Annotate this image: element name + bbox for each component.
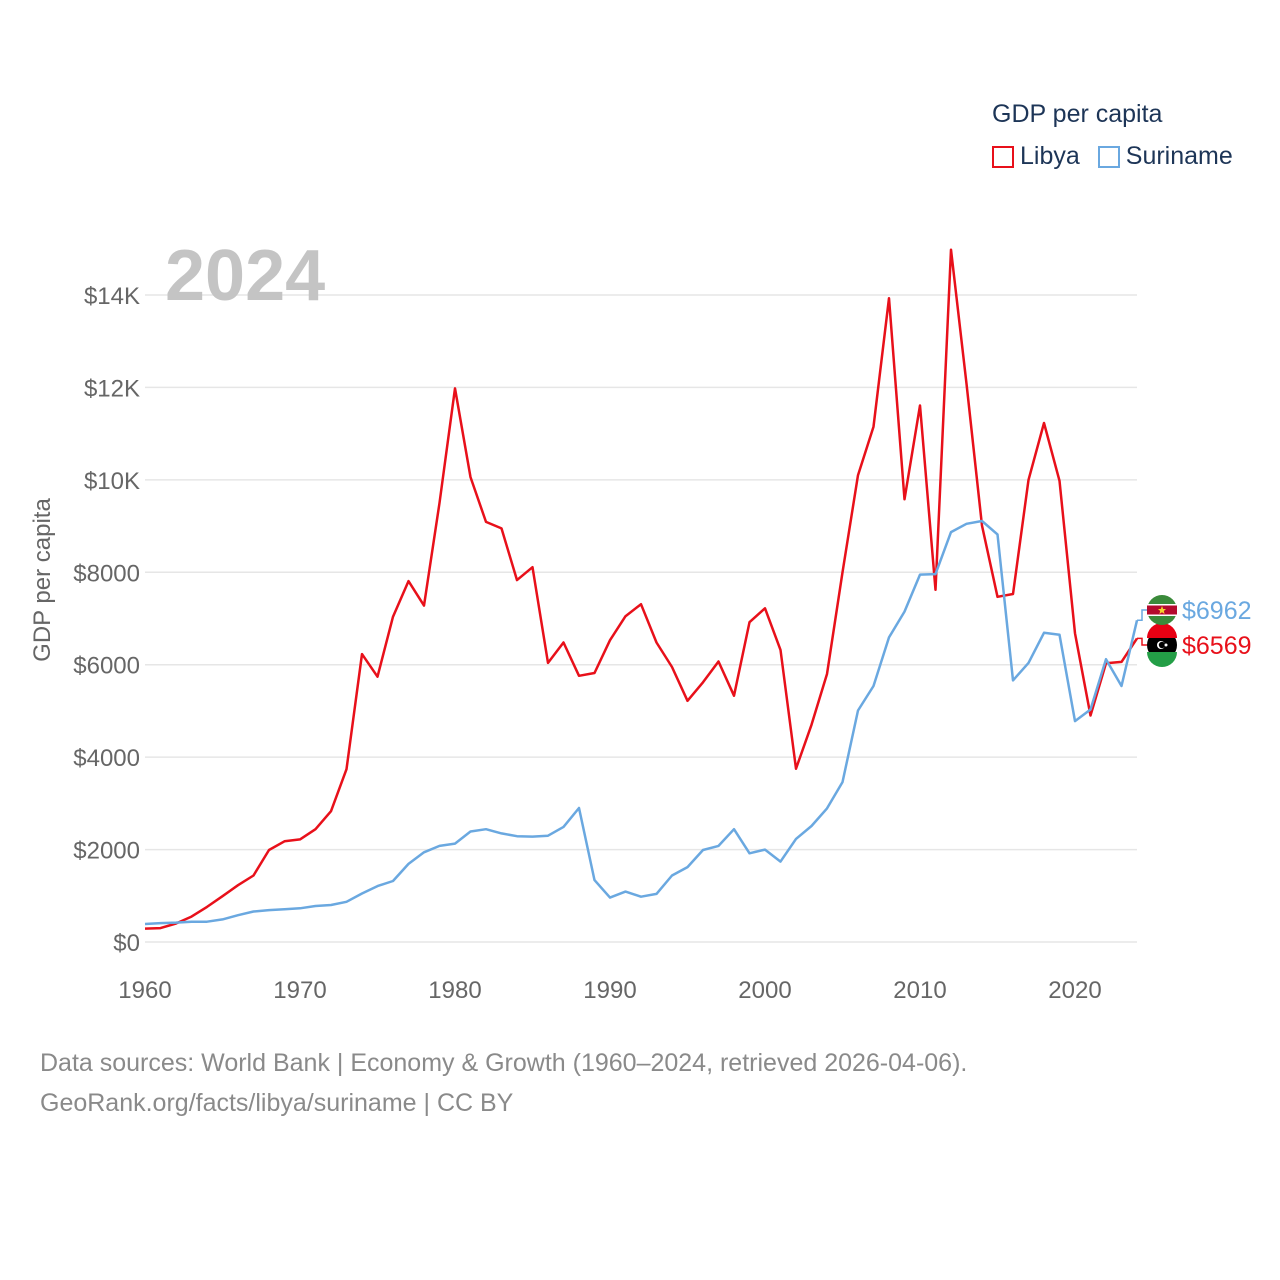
y-tick-label: $10K <box>84 468 140 495</box>
series-line-libya <box>144 248 1139 930</box>
y-tick-label: $2000 <box>73 838 140 865</box>
x-tick-label: 2010 <box>893 977 946 1004</box>
x-axis: 1960 1970 1980 1990 2000 2010 2020 <box>118 977 1101 1004</box>
flag-star <box>1164 643 1168 647</box>
legend-item-libya[interactable]: Libya <box>992 142 1080 171</box>
legend-swatch-libya <box>992 145 1014 168</box>
y-axis-label: GDP per capita <box>29 498 56 662</box>
y-tick-label: $8000 <box>73 560 140 587</box>
legend-swatch-suriname <box>1097 145 1120 168</box>
x-tick-label: 1960 <box>118 977 171 1004</box>
x-tick-label: 2000 <box>738 977 791 1004</box>
end-labels: $6569 $6962 <box>1137 595 1252 667</box>
flag-crescent-cut <box>1158 641 1166 649</box>
legend: Libya Suriname <box>992 142 1251 171</box>
series-line-suriname <box>144 519 1139 926</box>
source-note: Data sources: World Bank | Economy & Gro… <box>40 1043 967 1123</box>
source-line-1: Data sources: World Bank | Economy & Gro… <box>40 1049 968 1077</box>
legend-title: GDP per capita <box>992 100 1163 128</box>
flag-green <box>1147 652 1177 667</box>
x-tick-label: 2020 <box>1048 977 1101 1004</box>
legend-label-suriname: Suriname <box>1125 142 1233 170</box>
x-tick-label: 1990 <box>583 977 636 1004</box>
x-tick-label: 1970 <box>273 977 326 1004</box>
end-label-suriname: $6962 <box>1182 597 1252 625</box>
flag-stripe <box>1147 614 1177 616</box>
end-label-libya: $6569 <box>1182 632 1252 660</box>
legend-label-libya: Libya <box>1020 142 1080 170</box>
y-tick-label: $4000 <box>73 745 140 772</box>
year-label: 2024 <box>165 236 325 316</box>
source-line-2[interactable]: GeoRank.org/facts/libya/suriname | CC BY <box>40 1089 514 1117</box>
x-tick-label: 1980 <box>428 977 481 1004</box>
y-axis: $0 $2000 $4000 $6000 $8000 $10K $12K $14K <box>73 283 140 957</box>
flag-red <box>1147 623 1177 638</box>
y-tick-label: $12K <box>84 375 140 402</box>
end-connector-suriname <box>1137 609 1147 622</box>
flag-star <box>1158 606 1166 614</box>
y-tick-label: $6000 <box>73 653 140 680</box>
flag-stripe <box>1147 604 1177 606</box>
series-group <box>144 248 1139 930</box>
libya-flag-icon <box>1147 623 1177 667</box>
y-tick-label: $14K <box>84 283 140 310</box>
grid-lines <box>145 294 1137 943</box>
legend-item-suriname[interactable]: Suriname <box>1097 142 1233 171</box>
end-connector-libya <box>1137 637 1147 646</box>
suriname-flag-icon <box>1147 595 1177 625</box>
y-tick-label: $0 <box>113 930 140 957</box>
